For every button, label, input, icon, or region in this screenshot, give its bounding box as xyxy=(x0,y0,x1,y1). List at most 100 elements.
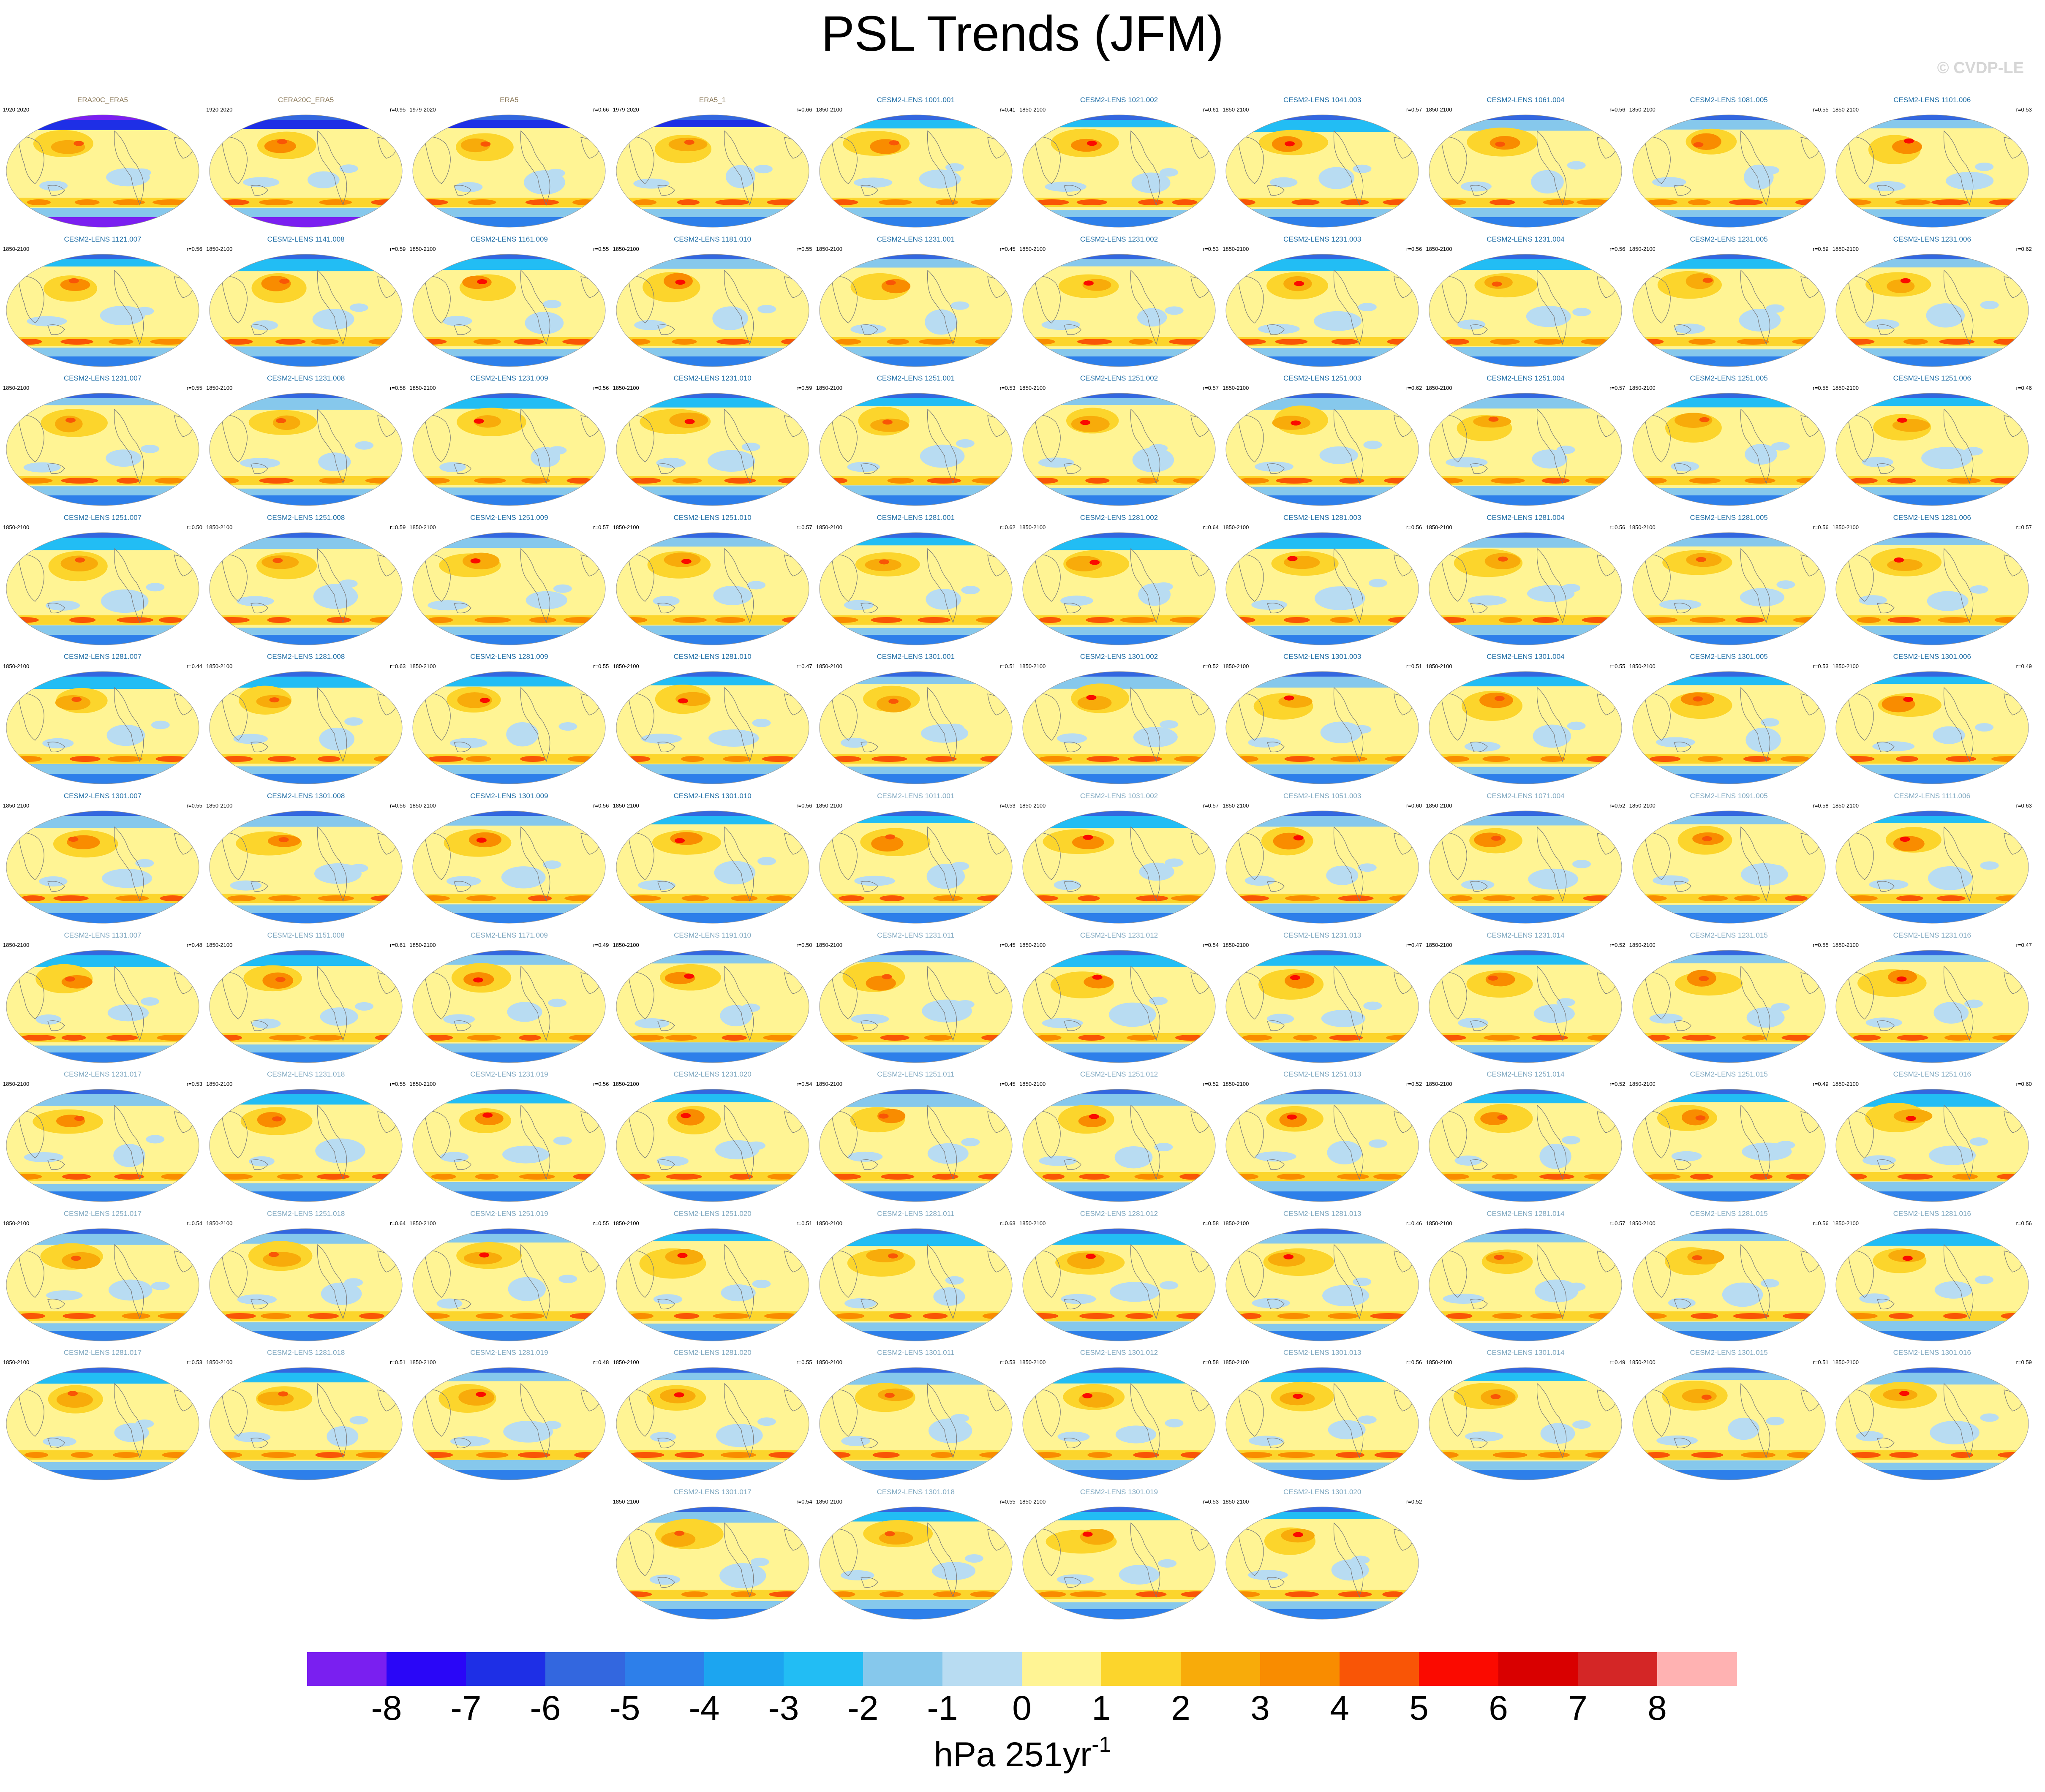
panel-period: 1979-2020 xyxy=(409,106,436,113)
map-field xyxy=(616,1368,809,1480)
southern-ring xyxy=(6,1033,199,1042)
southern-ring-peak xyxy=(61,478,98,484)
pacific-high-core xyxy=(1682,1389,1717,1403)
antarctic-band xyxy=(819,1183,1012,1193)
map-frame xyxy=(616,1228,809,1341)
southern-ring-peak xyxy=(1531,895,1555,901)
southern-ring-peak xyxy=(1839,756,1875,762)
tropical-low xyxy=(924,309,958,335)
map-frame xyxy=(1429,393,1622,506)
indian-low xyxy=(844,1298,877,1308)
field-background xyxy=(819,811,1012,923)
americas-outline xyxy=(317,687,347,763)
field-background xyxy=(6,950,199,1063)
panel-title: CESM2-LENS 1301.014 xyxy=(1487,1349,1565,1357)
americas-outline xyxy=(1740,269,1770,345)
antarctic-band xyxy=(413,765,606,775)
southern-ring-peak xyxy=(20,1034,56,1041)
psl-trend-map xyxy=(209,1367,403,1480)
australia-outline xyxy=(860,881,878,892)
field-background xyxy=(616,1368,809,1480)
pacific-high-peak xyxy=(1284,696,1294,701)
southern-ring-peak xyxy=(213,617,250,623)
indian-low xyxy=(251,320,278,330)
field-background xyxy=(1632,532,1825,645)
panel-correlation: r=0.51 xyxy=(389,1359,406,1366)
americas-outline xyxy=(1334,130,1364,206)
pacific-high-peak xyxy=(74,141,84,146)
tropical-low xyxy=(1133,727,1178,748)
americas-outline xyxy=(1334,1383,1364,1459)
pacific-high-core xyxy=(1687,1249,1724,1264)
southern-ring-peak xyxy=(1690,1174,1713,1180)
africa-eurasia-outline xyxy=(627,554,654,602)
panel-correlation: r=0.56 xyxy=(593,802,609,809)
southern-ring xyxy=(819,1172,1012,1182)
field-background xyxy=(210,672,403,784)
southern-ring-peak xyxy=(1042,1174,1065,1180)
southern-ring-peak xyxy=(878,199,912,205)
southern-ring-peak xyxy=(368,338,396,345)
map-frame xyxy=(1835,532,2029,645)
panel-title: CESM2-LENS 1121.007 xyxy=(64,235,142,243)
panel-title: CESM2-LENS 1301.008 xyxy=(267,792,345,800)
southern-ring xyxy=(1835,894,2029,903)
australia-outline xyxy=(1673,185,1691,196)
map-frame xyxy=(1429,1367,1622,1480)
psl-trend-map xyxy=(616,1089,809,1202)
tropical-low xyxy=(502,1145,550,1164)
australia-outline xyxy=(1876,1298,1895,1309)
panel-title: CESM2-LENS 1301.018 xyxy=(877,1488,955,1496)
australia-outline xyxy=(454,1159,472,1170)
indian-low xyxy=(1042,1018,1083,1028)
southern-ring-peak xyxy=(935,199,958,205)
southern-ring-peak xyxy=(1903,338,1928,345)
southern-ring-peak xyxy=(1689,617,1726,623)
panel-title: CESM2-LENS 1251.005 xyxy=(1690,374,1768,383)
africa-eurasia-outline xyxy=(1237,1528,1264,1576)
pacific-high-peak xyxy=(1699,417,1710,422)
map-panel: CESM2-LENS 1161.009 1850-2100 r=0.55 xyxy=(408,235,610,374)
antarctic-band xyxy=(1835,1320,2029,1332)
panel-correlation: r=0.56 xyxy=(593,1081,609,1088)
pacific-high-core xyxy=(474,415,501,428)
southern-ring-peak xyxy=(1493,1452,1528,1458)
southern-ring xyxy=(1429,615,1622,625)
americas-outline xyxy=(724,408,754,484)
psl-trend-map xyxy=(412,810,606,924)
colorbar-unit-label: hPa 251yr-1 xyxy=(0,1732,2045,1778)
southern-ring xyxy=(616,1033,809,1042)
antarctic-core xyxy=(1023,913,1215,923)
panel-correlation: r=0.55 xyxy=(186,802,202,809)
map-frame xyxy=(1429,1089,1622,1202)
antarctic-core xyxy=(1429,1191,1622,1202)
panel-title: CESM2-LENS 1231.005 xyxy=(1690,235,1768,243)
map-frame xyxy=(209,1089,403,1202)
antarctic-band xyxy=(413,348,606,357)
americas-outline xyxy=(927,1522,957,1598)
southern-ring-peak xyxy=(1577,199,1613,205)
antarctic-core xyxy=(413,1191,606,1202)
southern-ring-peak xyxy=(519,1174,555,1180)
pacific-high-core xyxy=(1674,413,1713,428)
tropical-low xyxy=(501,866,546,889)
southern-ring-peak xyxy=(1032,478,1059,484)
antarctic-band xyxy=(1835,1042,2029,1053)
panel-correlation: r=0.57 xyxy=(2016,524,2032,530)
australia-outline xyxy=(657,742,675,753)
africa-eurasia-outline xyxy=(1034,415,1061,462)
atlantic-low xyxy=(1149,996,1168,1005)
antarctic-band xyxy=(616,1601,809,1610)
panel-title: CESM2-LENS 1151.008 xyxy=(267,931,345,939)
americas-outline xyxy=(1740,826,1770,902)
field-background xyxy=(1023,811,1215,923)
antarctic-band xyxy=(1632,905,1825,914)
panel-period: 1850-2100 xyxy=(1832,524,1859,530)
southern-ring-peak xyxy=(566,478,593,484)
map-panel: CESM2-LENS 1231.017 1850-2100 r=0.53 xyxy=(1,1070,204,1209)
panel-title: CESM2-LENS 1081.005 xyxy=(1690,96,1768,104)
panel-correlation: r=0.51 xyxy=(796,1220,812,1226)
atlantic-low xyxy=(151,1281,170,1290)
map-frame xyxy=(6,671,199,784)
panel-period: 1850-2100 xyxy=(206,524,233,530)
